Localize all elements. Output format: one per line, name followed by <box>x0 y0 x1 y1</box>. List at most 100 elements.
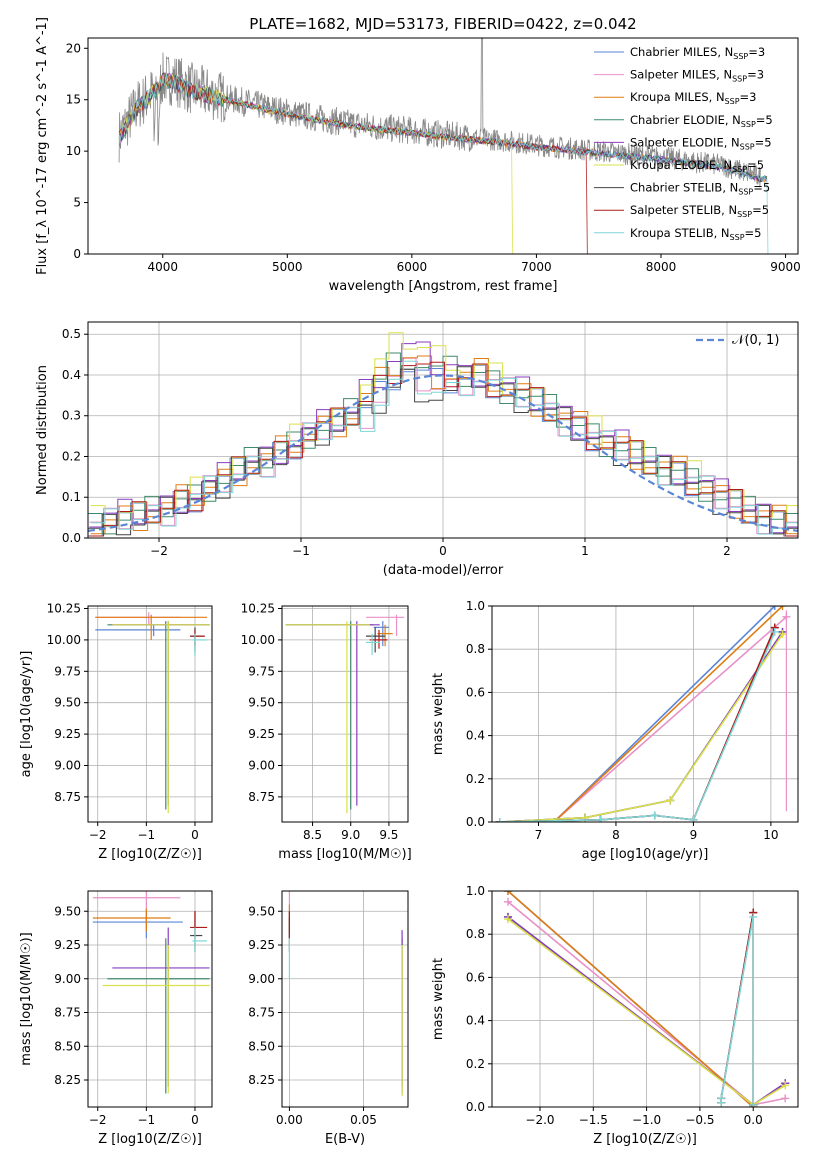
panel-massweight-vs-age: 7 8 9 10 0.0 0.2 0.4 0.6 0.8 1.0 age [log10(age/yr… <box>431 599 799 862</box>
x-axis-label: Z [log10(Z/Z☉)] <box>98 847 202 862</box>
point-salpeter-miles <box>95 612 181 625</box>
histogram-chabrier-stelib <box>88 366 798 536</box>
y-tick-label: 0 <box>73 247 81 261</box>
y-tick-label: 0.0 <box>466 1100 485 1114</box>
weight-marker-kroupa-stelib <box>717 1094 726 1103</box>
x-axis-label: age [log10(age/yr)] <box>582 847 709 862</box>
weight-line-kroupa-stelib <box>499 631 776 822</box>
weight-line-chabrier-elodie <box>499 631 784 822</box>
x-tick-label: 2 <box>723 544 731 558</box>
y-tick-label: 0.2 <box>466 772 485 786</box>
observed-spectrum-line <box>118 38 761 188</box>
weight-marker-kroupa-stelib <box>650 811 659 820</box>
plot-area <box>285 614 405 814</box>
grid-lines <box>492 605 798 823</box>
y-tick-label: 8.75 <box>248 790 275 804</box>
weight-line-chabrier-miles <box>499 606 776 822</box>
weight-marker-kroupa-miles <box>778 606 787 610</box>
x-axis-label: wavelength [Angstrom, rest frame] <box>329 279 558 294</box>
weight-marker-kroupa-stelib <box>689 815 698 822</box>
panel-residuals: −2 −1 0 1 2 0.0 0.1 0.2 0.3 0.4 0.5 (data-model)/er… <box>35 321 799 578</box>
plot-area <box>503 891 790 1107</box>
weight-marker-kroupa-elodie <box>778 630 787 639</box>
point-salpeter-stelib <box>190 629 205 647</box>
x-tick-label: −1 <box>292 544 310 558</box>
weight-line-kroupa-stelib <box>720 916 754 1105</box>
point-salpeter-elodie <box>285 621 380 806</box>
y-tick-label: 8.75 <box>248 1006 275 1020</box>
weight-marker-chabrier-miles <box>770 606 779 610</box>
plot-frame <box>491 605 799 823</box>
y-tick-label: 20 <box>66 41 81 55</box>
y-tick-label: 0.4 <box>466 1014 485 1028</box>
plot-frame <box>87 37 799 255</box>
x-tick-label: 0.05 <box>350 1113 377 1127</box>
y-tick-label: 10.25 <box>241 602 275 616</box>
x-tick-label: 9.5 <box>379 828 398 842</box>
x-tick-label: 6000 <box>397 260 428 274</box>
x-tick-label: 7 <box>535 828 543 842</box>
y-tick-label: 9.00 <box>248 972 275 986</box>
point-kroupa-elodie <box>112 621 210 814</box>
x-tick-label: 8.5 <box>303 828 322 842</box>
histogram-kroupa-elodie <box>90 332 798 527</box>
x-tick-label: 0 <box>191 1113 199 1127</box>
legend-label-normal: 𝒩(0, 1) <box>732 333 779 348</box>
y-tick-label: 1.0 <box>466 884 485 898</box>
x-tick-label: 7000 <box>521 260 552 274</box>
x-tick-label: 9 <box>690 828 698 842</box>
y-tick-label: 8.75 <box>54 1006 81 1020</box>
y-tick-label: 9.50 <box>248 904 275 918</box>
weight-line-salpeter-miles <box>499 616 787 822</box>
axes: 7 8 9 10 0.0 0.2 0.4 0.6 0.8 1.0 <box>466 599 779 842</box>
model-spectrum-salpeter-stelib <box>118 72 588 254</box>
y-tick-label: 8.25 <box>248 1073 275 1087</box>
plot-frame <box>491 890 799 1108</box>
grid-lines <box>282 606 408 822</box>
legend-label-kroupa-miles: Kroupa MILES, NSSP=3 <box>630 90 756 106</box>
y-tick-label: 5 <box>73 196 81 210</box>
axes: −2.0 −1.5 −1.0 −0.5 0.0 0.0 0.2 0.4 0.6 0.8 1.0 <box>466 884 763 1127</box>
y-axis-label: mass [log10(M/M☉)] <box>19 932 34 1065</box>
legend-label-kroupa-elodie: Kroupa ELODIE, NSSP=5 <box>630 158 764 174</box>
y-tick-label: 10.00 <box>47 633 81 647</box>
x-tick-label: −1 <box>138 1113 156 1127</box>
histogram-chabrier-miles <box>88 364 798 537</box>
y-tick-label: 0.2 <box>62 449 81 463</box>
y-tick-label: 10.25 <box>47 602 81 616</box>
axes: 4000 5000 6000 7000 8000 9000 0 5 10 15 20 <box>66 41 801 274</box>
histogram-chabrier-elodie <box>88 352 798 535</box>
point-chabrier-miles <box>92 911 183 939</box>
point-salpeter-miles <box>92 891 181 912</box>
weight-marker-kroupa-stelib <box>749 1100 758 1107</box>
y-axis-label: Normed distribution <box>35 365 50 495</box>
x-axis-label: E(B-V) <box>325 1132 365 1147</box>
point-chabrier-elodie <box>107 938 210 1094</box>
y-tick-label: 9.50 <box>54 904 81 918</box>
y-tick-label: 0.1 <box>62 490 81 504</box>
y-tick-label: 10 <box>66 144 81 158</box>
plot-frame <box>87 890 213 1108</box>
y-tick-label: 1.0 <box>466 599 485 613</box>
y-tick-label: 9.75 <box>248 664 275 678</box>
y-tick-label: 0.6 <box>466 970 485 984</box>
x-tick-label: 0.00 <box>276 1113 303 1127</box>
point-chabrier-stelib <box>190 911 203 952</box>
figure-title: PLATE=1682, MJD=53173, FIBERID=0422, z=0… <box>249 15 636 33</box>
y-axis-label: mass weight <box>431 958 446 1040</box>
axes: 0.00 0.05 8.25 8.50 8.75 9.00 9.25 9.50 <box>248 904 377 1127</box>
y-tick-label: 0.2 <box>466 1057 485 1071</box>
point-kroupa-miles <box>377 624 393 647</box>
point-kroupa-miles <box>92 908 171 932</box>
weight-marker-salpeter-miles <box>781 1094 790 1103</box>
point-chabrier-miles <box>95 624 181 637</box>
y-tick-label: 9.00 <box>54 972 81 986</box>
x-tick-label: 1 <box>581 544 589 558</box>
plot-area <box>88 332 798 537</box>
y-axis-label: mass weight <box>431 673 446 755</box>
grid-lines <box>282 891 408 1107</box>
y-tick-label: 0.0 <box>466 815 485 829</box>
y-axis-label: Flux [f_λ 10^-17 erg cm^-2 s^-1 A^-1] <box>35 17 50 275</box>
x-tick-label: 0.0 <box>744 1113 763 1127</box>
point-kroupa-stelib <box>366 633 380 655</box>
